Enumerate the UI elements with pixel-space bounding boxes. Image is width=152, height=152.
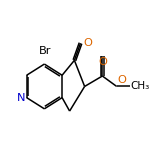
Text: O: O bbox=[84, 38, 92, 48]
Text: CH₃: CH₃ bbox=[130, 81, 150, 92]
Text: O: O bbox=[117, 75, 126, 85]
Text: N: N bbox=[17, 93, 26, 103]
Text: O: O bbox=[98, 57, 107, 67]
Text: Br: Br bbox=[39, 46, 51, 56]
